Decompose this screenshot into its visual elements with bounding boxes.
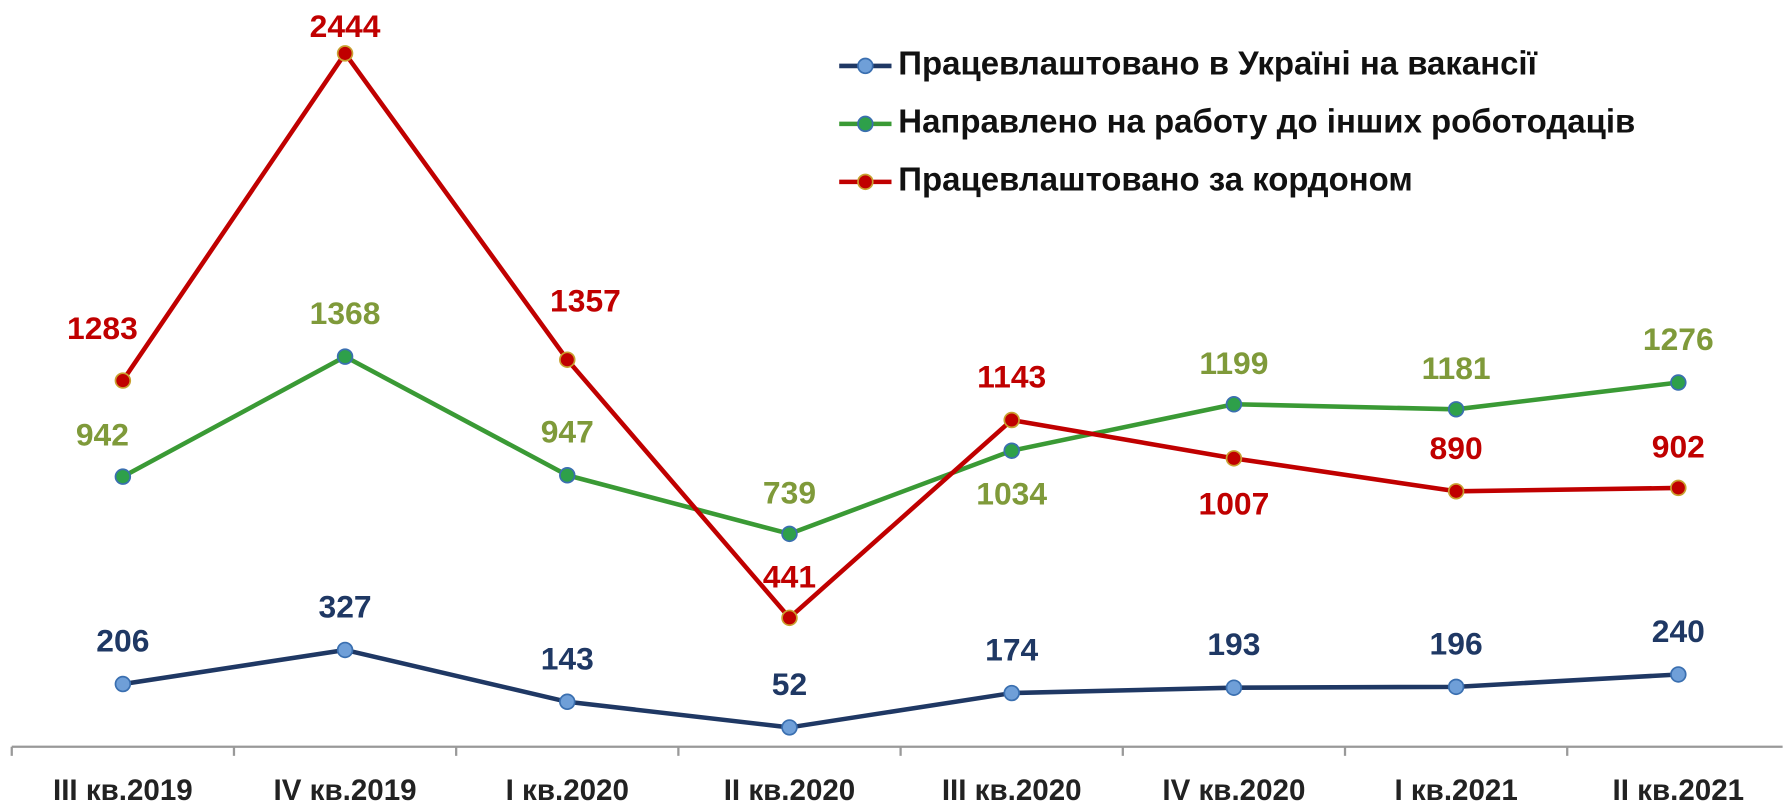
data-label: 902 <box>1652 429 1705 465</box>
data-point <box>114 468 132 485</box>
data-label: 890 <box>1430 430 1483 466</box>
data-label: 1199 <box>1199 345 1268 381</box>
x-tick-label: II кв.2020 <box>724 774 856 807</box>
data-point <box>1225 450 1243 467</box>
data-label: 193 <box>1207 626 1260 662</box>
series-line <box>122 647 1679 730</box>
legend-marker <box>857 115 874 133</box>
data-point <box>114 675 132 693</box>
data-point <box>781 525 798 543</box>
data-label: 1034 <box>976 476 1047 512</box>
x-tick-label: III кв.2020 <box>942 774 1082 807</box>
data-point <box>1003 442 1020 459</box>
data-label: 1276 <box>1643 321 1714 357</box>
legend-marker <box>857 57 874 75</box>
data-label: 174 <box>985 632 1038 668</box>
data-label: 441 <box>763 559 816 595</box>
data-label: 143 <box>541 640 594 676</box>
data-label: 327 <box>319 588 372 624</box>
legend-marker <box>857 173 874 191</box>
data-point <box>559 693 576 711</box>
data-label: 240 <box>1652 613 1705 649</box>
data-point <box>336 45 354 62</box>
x-tick-label: IV кв.2019 <box>274 774 417 807</box>
data-label: 196 <box>1430 625 1483 661</box>
x-tick-label: II кв.2021 <box>1613 774 1745 807</box>
data-point <box>1447 483 1465 500</box>
data-point <box>781 719 798 736</box>
data-label: 1143 <box>977 359 1046 395</box>
data-point <box>781 609 798 627</box>
data-point <box>1447 401 1465 418</box>
data-label: 947 <box>541 414 594 450</box>
series-line <box>120 51 1679 621</box>
data-point <box>1670 479 1687 497</box>
series-line <box>121 354 1679 537</box>
data-point <box>1670 666 1687 683</box>
data-point <box>114 372 132 389</box>
data-point <box>559 467 576 484</box>
data-point <box>1447 678 1465 696</box>
data-label: 2444 <box>310 8 381 44</box>
data-point <box>1003 411 1020 429</box>
data-point <box>336 348 354 365</box>
data-label: 206 <box>96 623 149 659</box>
data-label: 739 <box>763 475 816 511</box>
legend-label: Працевлаштовано за кордоном <box>898 161 1412 198</box>
x-tick-label: IV кв.2020 <box>1162 774 1305 807</box>
legend-label: Працевлаштовано в Україні на вакансії <box>898 45 1537 82</box>
data-point <box>1225 395 1243 413</box>
data-point <box>1670 374 1687 391</box>
data-label: 1283 <box>67 310 138 346</box>
data-label: 1368 <box>310 295 381 331</box>
legend-label: Направлено на работу до інших роботодаці… <box>898 103 1635 140</box>
data-point <box>1003 684 1020 702</box>
data-label: 1181 <box>1422 350 1491 386</box>
data-label: 942 <box>76 416 129 452</box>
data-point <box>336 641 354 659</box>
data-label: 52 <box>772 666 807 702</box>
x-tick-label: I кв.2021 <box>1394 774 1517 807</box>
data-label: 1357 <box>550 282 621 318</box>
x-tick-label: I кв.2020 <box>506 774 629 807</box>
x-tick-label: III кв.2019 <box>53 774 193 807</box>
data-point <box>1225 679 1243 696</box>
data-point <box>559 351 576 368</box>
data-label: 1007 <box>1199 485 1270 521</box>
